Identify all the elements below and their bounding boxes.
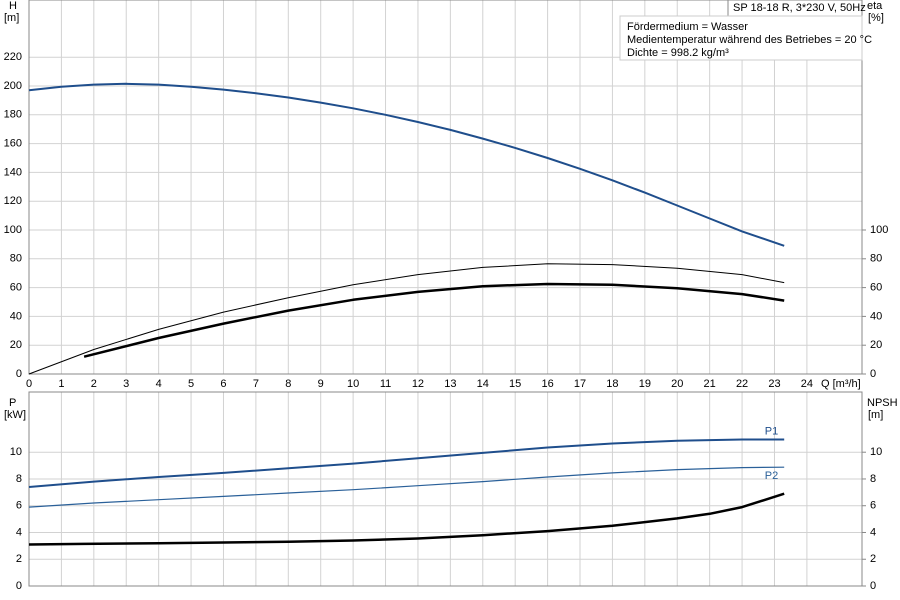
x-tick-label: 5 (188, 378, 194, 390)
x-tick-label: 9 (318, 378, 324, 390)
note: Dichte = 998.2 kg/m³ (627, 47, 729, 59)
y2-tick-label: 100 (870, 224, 888, 236)
y-axis-label: H (9, 0, 17, 12)
y2-tick-label: 60 (870, 282, 882, 294)
note: Medientemperatur während des Betriebes =… (627, 34, 872, 46)
y-tick-label: 140 (4, 166, 22, 178)
y-tick-label: 0 (16, 368, 22, 380)
y2-axis-unit: [%] (868, 12, 884, 24)
x-tick-label: 20 (671, 378, 683, 390)
y-tick-label: 160 (4, 138, 22, 150)
plot-frame (28, 391, 863, 587)
x-tick-label: 24 (801, 378, 813, 390)
x-tick-label: 6 (220, 378, 226, 390)
x-tick-label: 23 (768, 378, 780, 390)
chart-title: SP 18-18 R, 3*230 V, 50Hz (733, 2, 866, 14)
x-tick-label: 14 (477, 378, 489, 390)
y2-tick-label: 10 (870, 446, 882, 458)
y-tick-label: 200 (4, 80, 22, 92)
curve (28, 438, 785, 488)
x-axis-label: Q [m³/h] (821, 378, 861, 390)
y-tick-label: 20 (10, 339, 22, 351)
y-tick-label: 40 (10, 310, 22, 322)
y-tick-label: 2 (16, 553, 22, 565)
y-tick-label: 80 (10, 253, 22, 265)
x-tick-label: 2 (91, 378, 97, 390)
note: Fördermedium = Wasser (627, 21, 748, 33)
y-tick-label: 0 (16, 580, 22, 592)
y-tick-label: 120 (4, 195, 22, 207)
y2-tick-label: 4 (870, 526, 876, 538)
plot-frame (28, 0, 863, 375)
y2-tick-label: 40 (870, 310, 882, 322)
x-tick-label: 1 (58, 378, 64, 390)
curve (28, 492, 785, 546)
plot-area (29, 0, 862, 374)
x-tick-label: 16 (541, 378, 553, 390)
x-tick-label: 13 (444, 378, 456, 390)
x-tick-label: 18 (606, 378, 618, 390)
y2-axis-label: NPSH (867, 397, 898, 409)
x-tick-label: 8 (285, 378, 291, 390)
y-tick-label: 10 (10, 446, 22, 458)
x-tick-label: 7 (253, 378, 259, 390)
y2-axis-label: eta (867, 0, 883, 12)
series-label: P1 (765, 425, 778, 437)
y2-tick-label: 0 (870, 368, 876, 380)
x-tick-label: 15 (509, 378, 521, 390)
y-tick-label: 8 (16, 473, 22, 485)
x-tick-label: 4 (156, 378, 162, 390)
plot-area (29, 392, 862, 586)
y2-tick-label: 2 (870, 553, 876, 565)
y-tick-label: 180 (4, 109, 22, 121)
x-tick-label: 11 (380, 378, 391, 390)
x-tick-label: 22 (736, 378, 748, 390)
x-tick-label: 3 (123, 378, 129, 390)
curve (28, 466, 785, 508)
y-axis-unit: [m] (4, 12, 19, 24)
x-tick-label: 12 (412, 378, 424, 390)
x-tick-label: 17 (574, 378, 586, 390)
y-axis-label: P (9, 397, 16, 409)
y2-tick-label: 20 (870, 339, 882, 351)
y2-axis-unit: [m] (868, 409, 883, 421)
y-tick-label: 6 (16, 500, 22, 512)
series-label: P2 (765, 470, 778, 482)
notes-box (619, 15, 863, 61)
y-tick-label: 60 (10, 282, 22, 294)
y2-tick-label: 0 (870, 580, 876, 592)
x-tick-label: 10 (347, 378, 359, 390)
curve (28, 263, 785, 375)
y-tick-label: 220 (4, 51, 22, 63)
y-tick-label: 100 (4, 224, 22, 236)
y-tick-label: 4 (16, 526, 22, 538)
x-tick-label: 19 (639, 378, 651, 390)
y2-tick-label: 6 (870, 500, 876, 512)
x-tick-label: 21 (704, 378, 716, 390)
y2-tick-label: 80 (870, 253, 882, 265)
y2-tick-label: 8 (870, 473, 876, 485)
curve (83, 282, 785, 358)
y-axis-unit: [kW] (4, 409, 26, 421)
x-tick-label: 0 (26, 378, 32, 390)
curve (28, 82, 785, 247)
